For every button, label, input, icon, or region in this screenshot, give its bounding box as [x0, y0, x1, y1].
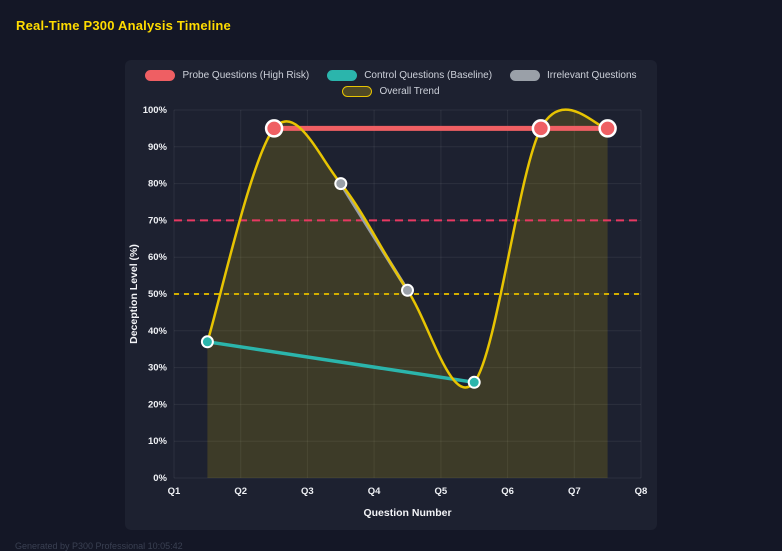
x-tick-label: Q4	[368, 486, 381, 497]
legend-label: Probe Questions (High Risk)	[182, 70, 310, 81]
y-tick-label: 30%	[148, 363, 168, 374]
y-tick-label: 60%	[148, 252, 168, 263]
irrelevant-data-point[interactable]	[334, 177, 348, 191]
control-data-point[interactable]	[467, 375, 481, 389]
y-tick-label: 10%	[148, 436, 168, 447]
probe-data-point[interactable]	[598, 119, 617, 138]
chart-card: Probe Questions (High Risk) Control Quest…	[125, 60, 657, 530]
legend-item-trend[interactable]: Overall Trend	[342, 85, 440, 98]
y-tick-label: 0%	[153, 473, 167, 484]
y-tick-label: 20%	[148, 399, 168, 410]
y-tick-label: 80%	[148, 179, 168, 190]
x-tick-label: Q8	[635, 486, 648, 497]
x-tick-label: Q2	[234, 486, 247, 497]
y-tick-label: 40%	[148, 326, 168, 337]
x-tick-label: Q6	[501, 486, 514, 497]
legend-row: Overall Trend	[342, 85, 440, 98]
probe-data-point[interactable]	[264, 119, 284, 138]
x-tick-label: Q1	[168, 486, 181, 497]
x-tick-label: Q7	[568, 486, 581, 497]
legend-item-control[interactable]: Control Questions (Baseline)	[327, 69, 492, 82]
legend-label: Irrelevant Questions	[547, 70, 637, 81]
irrelevant-data-point[interactable]	[401, 283, 414, 297]
y-tick-label: 90%	[148, 142, 168, 153]
footer-watermark: Generated by P300 Professional 10:05:42	[15, 541, 183, 551]
legend-label: Overall Trend	[379, 86, 440, 97]
y-tick-label: 100%	[143, 105, 168, 116]
control-legend-swatch	[327, 70, 358, 81]
control-data-point[interactable]	[200, 335, 214, 349]
x-axis-title: Question Number	[363, 507, 451, 519]
irrelevant-legend-swatch	[510, 70, 541, 81]
probe-legend-swatch	[145, 70, 176, 81]
y-tick-label: 50%	[148, 289, 168, 300]
chart-canvas[interactable]: 0% 10% 20% 30% 40% 50% 60% 70% 80% 90% 100% Q1 Q2 Q3 Q…	[125, 102, 657, 530]
legend-item-probe[interactable]: Probe Questions (High Risk)	[145, 69, 309, 82]
x-tick-label: Q5	[435, 486, 448, 497]
control-line	[205, 340, 476, 385]
page-title: Real-Time P300 Analysis Timeline	[16, 18, 231, 33]
legend-label: Control Questions (Baseline)	[364, 70, 493, 81]
legend-row: Probe Questions (High Risk) Control Quest…	[145, 69, 637, 82]
probe-data-point[interactable]	[531, 119, 551, 138]
legend-item-irrelevant[interactable]: Irrelevant Questions	[510, 69, 637, 82]
trend-legend-swatch	[342, 86, 373, 97]
chart-legend: Probe Questions (High Risk) Control Quest…	[125, 60, 657, 102]
y-tick-label: 70%	[148, 215, 168, 226]
x-tick-label: Q3	[301, 486, 314, 497]
y-axis-title: Deception Level (%)	[128, 244, 140, 344]
